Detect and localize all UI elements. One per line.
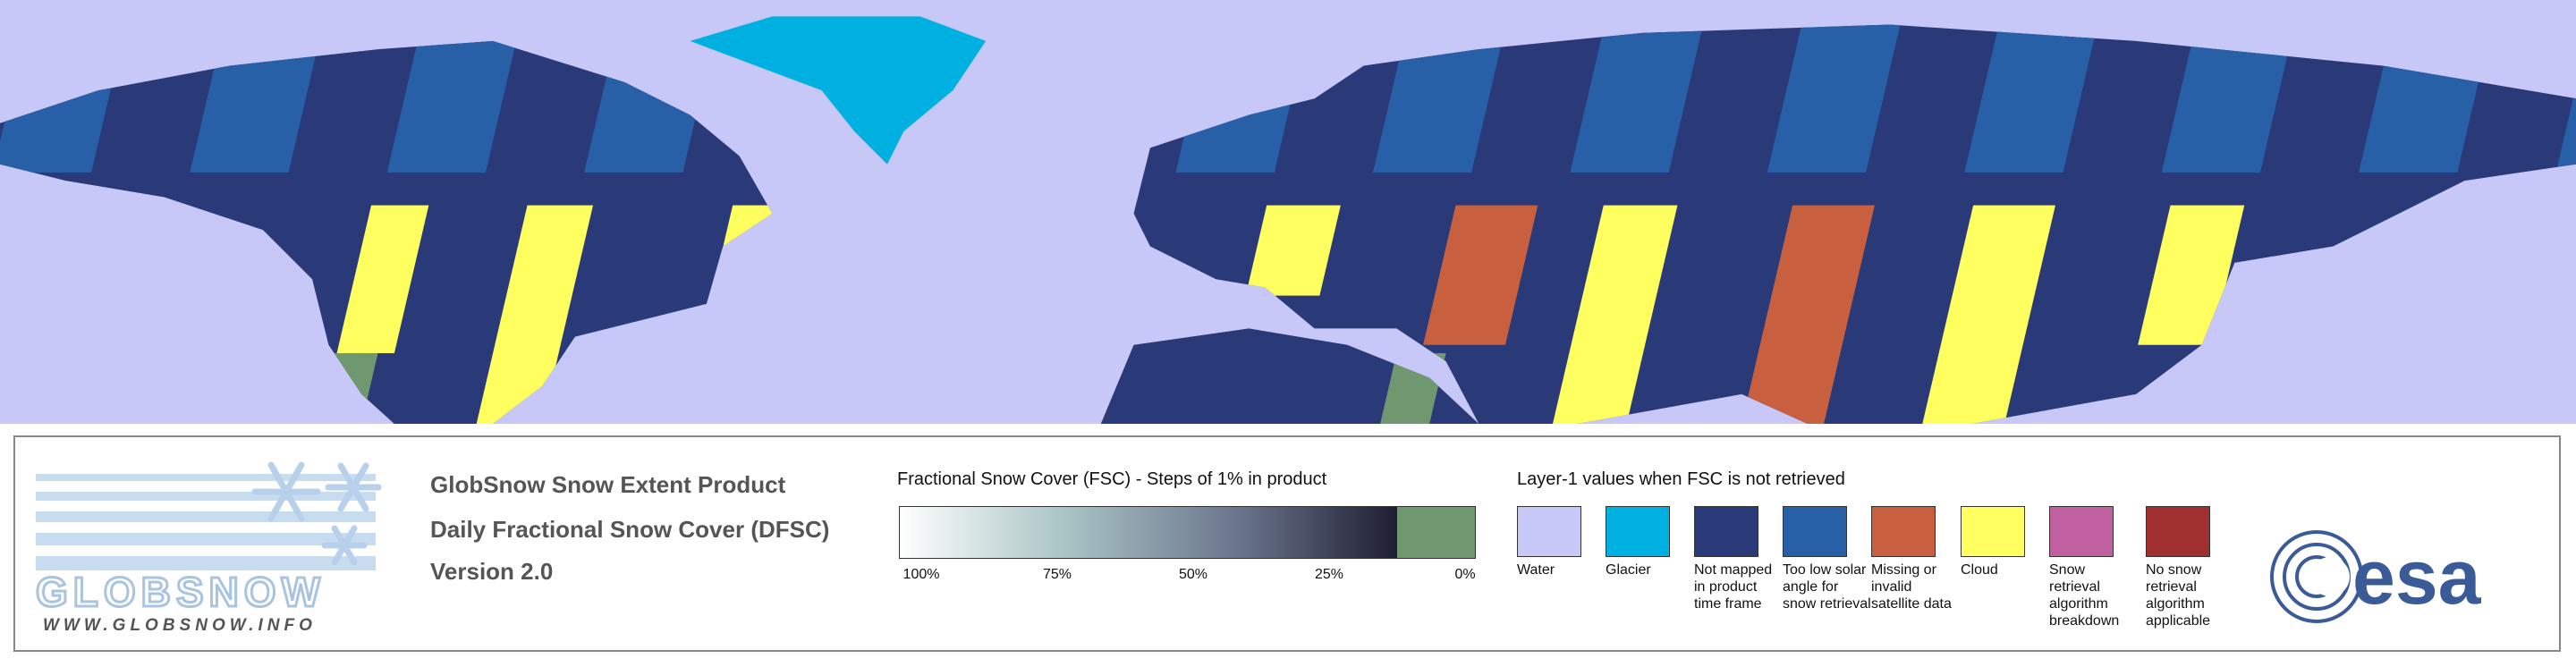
- low-sun-band: [1767, 24, 1906, 173]
- product-title: GlobSnow Snow Extent Product: [430, 471, 786, 498]
- fsc-tick-label: 25%: [1314, 567, 1344, 582]
- cloud-swath: [1552, 205, 1678, 424]
- product-version: Version 2.0: [430, 558, 554, 585]
- legend-swatch: [1517, 506, 1581, 557]
- legend-swatch: [1783, 506, 1847, 557]
- map: [0, 0, 2576, 424]
- fsc-tick-label: 0%: [1454, 567, 1476, 582]
- cloud-swath: [476, 205, 594, 424]
- esa-logo: esa: [2270, 530, 2482, 623]
- missing-data-swath: [1741, 205, 1875, 424]
- legend-panel: [13, 435, 2561, 652]
- legend-swatch: [1961, 506, 2025, 557]
- snowflakes: [251, 461, 382, 566]
- fsc-legend-title: Fractional Snow Cover (FSC) - Steps of 1…: [897, 469, 1327, 489]
- legend-swatch: [1606, 506, 1670, 557]
- low-sun-band: [1570, 24, 1709, 173]
- legend-label: No snow retrieval algorithm applicable: [2146, 562, 2211, 629]
- snow-free-swatch: [1397, 507, 1475, 558]
- fsc-tick-label: 75%: [1042, 567, 1072, 582]
- legend-swatch: [2146, 506, 2210, 557]
- legend-label: Missing or invalid satellite data: [1871, 562, 1952, 612]
- fsc-tick-label: 100%: [902, 567, 940, 582]
- missing-data-swath: [1423, 205, 1538, 345]
- low-sun-band: [1964, 24, 2104, 173]
- product-subtitle: Daily Fractional Snow Cover (DFSC): [430, 516, 830, 543]
- cloud-swath: [1922, 205, 2055, 424]
- globsnow-logo: GLOBSNOW WWW.GLOBSNOW.INFO: [36, 461, 382, 635]
- layer1-legend-title: Layer-1 values when FSC is not retrieved: [1517, 469, 1845, 489]
- fsc-tick-label: 50%: [1178, 567, 1208, 582]
- logo-url: WWW.GLOBSNOW.INFO: [43, 616, 317, 635]
- cloud-swath: [336, 205, 429, 353]
- cloud-swath: [1245, 205, 1341, 296]
- esa-wordmark: esa: [2352, 535, 2482, 621]
- legend-label: Cloud: [1961, 562, 1998, 578]
- legend-swatch: [1694, 506, 1758, 557]
- legend-label: Glacier: [1606, 562, 1651, 578]
- logo-stripes: [36, 474, 376, 570]
- legend-swatch: [1871, 506, 1936, 557]
- esa-emblem-center: [2310, 557, 2350, 596]
- greenland-glacier: [690, 16, 987, 165]
- legend-label: Too low solar angle for snow retrieval: [1783, 562, 1871, 612]
- fsc-gradient: [900, 507, 1398, 558]
- logo-name: GLOBSNOW: [36, 569, 326, 615]
- legend-label: Water: [1517, 562, 1555, 578]
- fsc-colorbar: [899, 506, 1476, 559]
- legend-label: Snow retrieval algorithm breakdown: [2049, 562, 2120, 629]
- legend-swatch: [2049, 506, 2114, 557]
- legend-label: Not mapped in product time frame: [1694, 562, 1773, 612]
